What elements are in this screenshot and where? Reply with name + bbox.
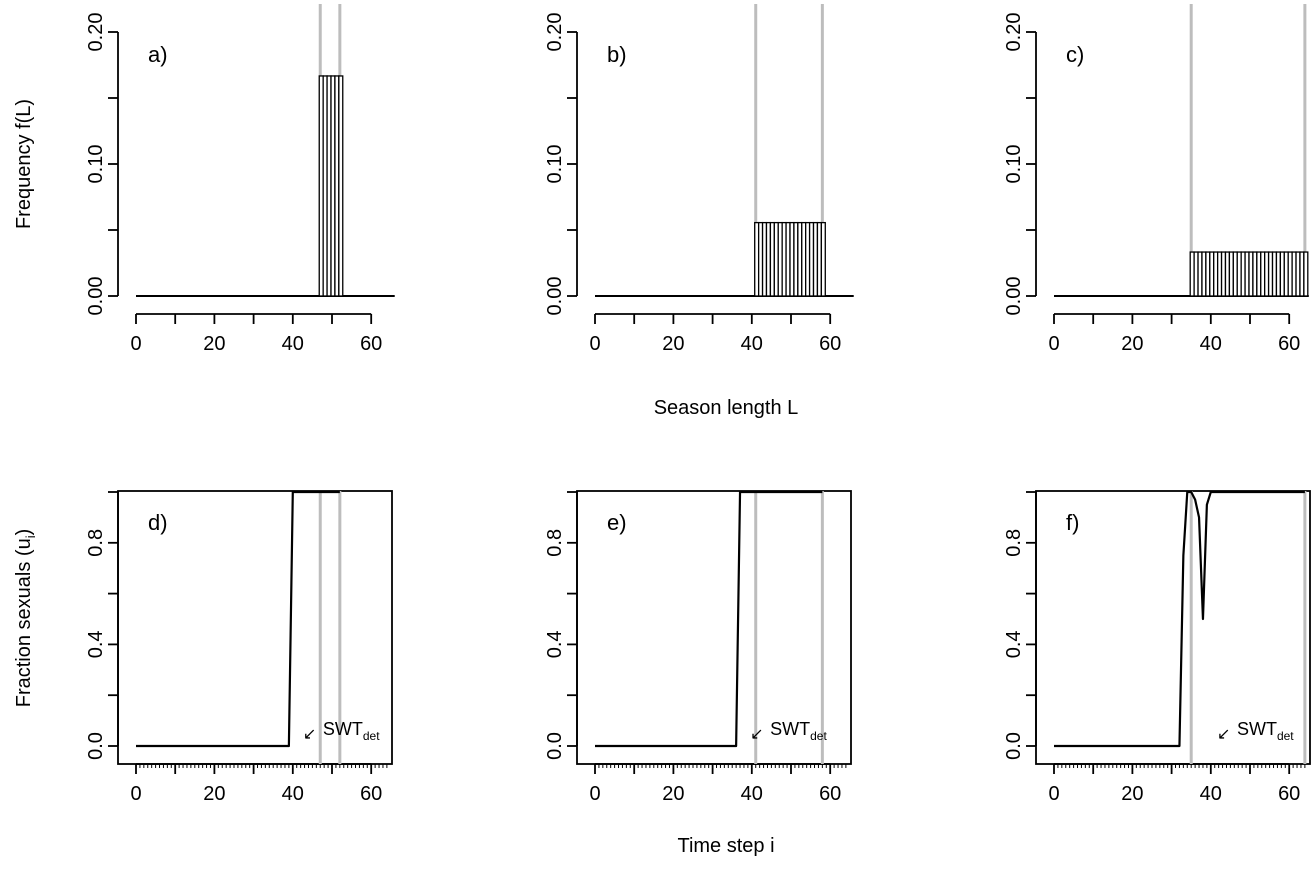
x-tick-label: 40 [1200,783,1222,805]
y-tick-label: 0.20 [85,13,107,52]
panel-c: 0.00 0.10 0.20 0 20 40 60 c) [1003,4,1309,355]
x-tick-label: 0 [1048,333,1059,355]
y-tick-label: 0.00 [1003,277,1025,316]
y-tick-label: 0.10 [85,145,107,184]
x-tick-label: 20 [203,783,225,805]
bottom-ylabel-end: ) [13,529,35,536]
annotation-main: SWT [770,719,810,739]
x-tick-label: 0 [130,783,141,805]
panels: 0.000.100.200 20 40 60a)0.000.100.200 20 40 60… [85,4,1311,805]
bar [1303,251,1309,297]
bottom-ylabel-main: Fraction sexuals (u [13,538,35,707]
panel-a: 0.00 0.10 0.20 0 20 40 60 a) [85,4,395,355]
y-tick-label: 0.4 [85,630,107,658]
x-tick-label: 60 [1278,783,1300,805]
panel-label: c) [1066,42,1084,67]
panel-label: b) [607,42,627,67]
x-tick-label: 40 [1200,333,1222,355]
x-tick-label: 60 [819,783,841,805]
x-tick-label: 20 [1121,783,1143,805]
bar [338,75,344,297]
series-line [136,490,340,748]
y-tick-label: 0.0 [544,732,566,760]
panel-label: a) [148,42,168,67]
top-ylabel: Frequency f(L) [13,99,35,229]
annotation-sub: det [363,729,380,743]
panel-label: e) [607,510,627,535]
x-tick-label: 0 [589,333,600,355]
x-tick-label: 0 [589,783,600,805]
bottom-ylabel: Fraction sexuals (ui) [13,529,38,708]
annotation-arrow: ↙ [303,726,316,743]
x-tick-label: 60 [360,333,382,355]
bottom-xlabel: Time step i [677,835,774,857]
x-tick-label: 40 [741,333,763,355]
y-tick-label: 0.0 [1003,732,1025,760]
annotation-arrow: ↙ [750,726,763,743]
y-tick-label: 0.4 [1003,630,1025,658]
panel-label: d) [148,510,168,535]
annotation-arrow: ↙ [1217,726,1230,743]
annotation-sub: det [1277,729,1294,743]
x-tick-label: 0 [1048,783,1059,805]
x-tick-label: 0 [130,333,141,355]
panel-label: f) [1066,510,1079,535]
top-xlabel: Season length L [654,397,799,419]
bar [820,221,826,297]
x-tick-label: 20 [662,333,684,355]
annotation-main: SWT [1237,719,1277,739]
x-tick-label: 20 [662,783,684,805]
x-tick-label: 40 [282,333,304,355]
y-tick-label: 0.8 [544,529,566,557]
annotation-main: SWT [323,719,363,739]
y-tick-label: 0.10 [1003,145,1025,184]
y-tick-label: 0.00 [544,277,566,316]
y-tick-label: 0.20 [544,13,566,52]
y-tick-label: 0.8 [1003,529,1025,557]
y-tick-label: 0.20 [1003,13,1025,52]
x-tick-label: 20 [203,333,225,355]
annotation-label: SWTdet [323,719,380,743]
panel-b: 0.00 0.10 0.20 0 20 40 60 b) [544,4,854,355]
x-tick-label: 60 [1278,333,1300,355]
x-tick-label: 60 [819,333,841,355]
panel-d: 0.0 0.4 0.8 0 20 40 60 ↙ SWTdet d) [85,490,393,805]
annotation-label: SWTdet [770,719,827,743]
y-tick-label: 0.4 [544,630,566,658]
panel-e: 0.0 0.4 0.8 0 20 40 60 ↙ SWTdet e) [544,490,852,805]
bottom-ylabel-sub: i [23,535,38,538]
annotation-label: SWTdet [1237,719,1294,743]
series-line [595,490,823,748]
y-tick-label: 0.0 [85,732,107,760]
panel-f: 0.0 0.4 0.8 0 20 40 60 ↙ SWTdet f) [1003,490,1311,805]
y-tick-label: 0.8 [85,529,107,557]
x-tick-label: 40 [282,783,304,805]
x-tick-label: 60 [360,783,382,805]
y-tick-label: 0.10 [544,145,566,184]
annotation-sub: det [810,729,827,743]
x-tick-label: 20 [1121,333,1143,355]
y-tick-label: 0.00 [85,277,107,316]
x-tick-label: 40 [741,783,763,805]
series-line [1054,490,1305,748]
